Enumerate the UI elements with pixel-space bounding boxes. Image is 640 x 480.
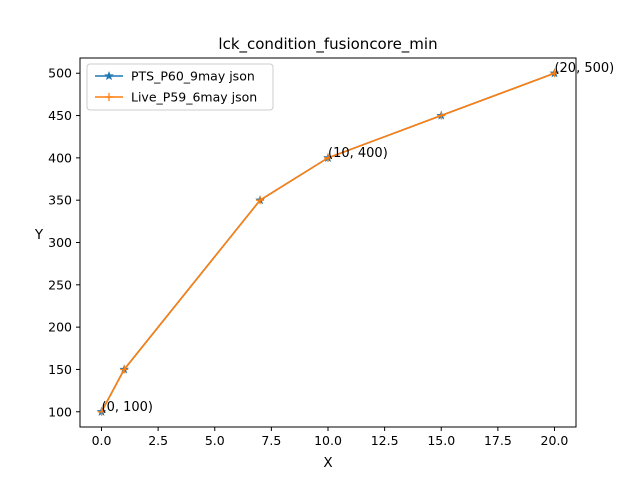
legend-box	[86, 63, 274, 111]
plot-area: 0.0 2.5 5.0 7.5 10.0 12.5 15.0 17.5 20.0 100 150 20…	[48, 57, 614, 448]
data-point	[256, 196, 265, 205]
legend-label: PTS_P60_9may json	[131, 69, 255, 84]
data-point	[550, 69, 559, 78]
y-tick-label: 150	[48, 362, 72, 377]
data-point	[324, 153, 332, 162]
y-tick-label: 300	[48, 235, 72, 250]
y-tick-label: 400	[48, 150, 72, 165]
point-annotation: (20, 500)	[554, 61, 614, 76]
x-tick-label: 7.5	[261, 433, 281, 448]
point-annotation: (10, 400)	[328, 146, 388, 161]
x-tick-label: 15.0	[427, 433, 455, 448]
x-tick-label: 20.0	[541, 433, 569, 448]
y-tick-label: 450	[48, 108, 72, 123]
x-tick-label: 2.5	[148, 433, 168, 448]
x-axis-label: X	[323, 455, 332, 471]
y-axis-label: Y	[34, 227, 44, 243]
data-point	[437, 111, 446, 120]
y-tick-label: 350	[48, 193, 72, 208]
x-tick-label: 12.5	[371, 433, 399, 448]
x-tick-label: 0.0	[92, 433, 112, 448]
y-tick-label: 500	[48, 66, 72, 81]
data-point	[120, 365, 129, 374]
legend-label: Live_P59_6may json	[131, 90, 257, 105]
x-tick-label: 17.5	[484, 433, 512, 448]
chart-title: lck_condition_fusioncore_min	[218, 35, 437, 54]
point-annotation: (0, 100)	[102, 400, 154, 415]
y-tick-label: 100	[48, 404, 72, 419]
data-point	[97, 407, 106, 416]
y-tick-label: 250	[48, 277, 72, 292]
data-point	[104, 70, 114, 81]
data-point	[105, 93, 113, 101]
x-tick-label: 10.0	[314, 433, 342, 448]
x-tick-label: 5.0	[205, 433, 225, 448]
series-line-2	[100, 72, 555, 413]
y-tick-label: 200	[48, 320, 72, 335]
